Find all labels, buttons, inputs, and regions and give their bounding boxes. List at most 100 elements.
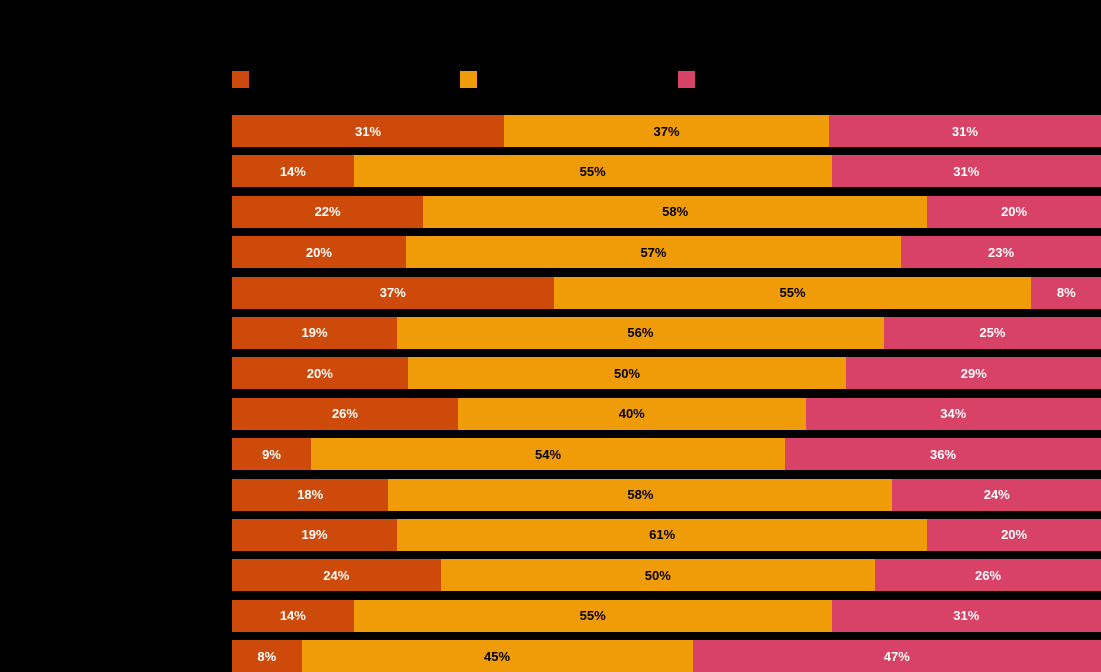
bar-value-label: 31%	[953, 163, 980, 179]
bar-segment-series-1: 20%	[232, 357, 408, 390]
legend	[232, 71, 1101, 88]
bar-segment-series-1: 18%	[232, 478, 389, 511]
bar-value-label: 25%	[979, 325, 1006, 341]
bar-value-label: 20%	[305, 244, 332, 260]
bar-value-label: 31%	[355, 123, 382, 139]
bar-value-label: 20%	[1001, 204, 1028, 220]
bar-segment-series-1: 9%	[232, 438, 311, 471]
bar-segment-series-1: 37%	[232, 276, 554, 309]
bar-segment-series-1: 20%	[232, 236, 406, 269]
bar-value-label: 31%	[951, 123, 978, 139]
bar-value-label: 14%	[279, 608, 306, 624]
legend-swatch-3	[678, 71, 695, 88]
bar-segment-series-2: 61%	[397, 518, 928, 551]
bar-segment-series-2: 55%	[353, 599, 832, 632]
bar-segment-series-1: 19%	[232, 316, 398, 349]
bar-value-label: 36%	[929, 446, 957, 462]
bar-row: 22% 58% 20%	[232, 195, 1101, 228]
bar-segment-series-1: 8%	[232, 640, 302, 672]
bar-segment-series-1: 31%	[232, 115, 505, 147]
bar-value-label: 8%	[1056, 285, 1076, 301]
bar-value-label: 22%	[314, 204, 341, 220]
bar-segment-series-2: 37%	[504, 115, 829, 147]
bar-segment-series-2: 40%	[457, 397, 806, 430]
bar-segment-series-2: 57%	[405, 236, 902, 269]
bar-value-label: 18%	[297, 487, 324, 503]
bar-segment-series-2: 45%	[301, 640, 693, 672]
bar-segment-series-2: 50%	[407, 357, 847, 390]
bar-value-label: 55%	[779, 285, 806, 301]
bar-value-label: 37%	[653, 123, 680, 139]
bar-value-label: 29%	[960, 365, 987, 381]
bar-value-label: 31%	[953, 608, 980, 624]
bar-row: 9% 54% 36%	[232, 438, 1101, 471]
bar-value-label: 19%	[301, 527, 328, 543]
bar-segment-series-1: 19%	[232, 518, 398, 551]
bar-segment-series-3: 24%	[892, 478, 1101, 511]
bar-segment-series-1: 14%	[232, 599, 354, 632]
bar-value-label: 40%	[618, 406, 645, 422]
bar-segment-series-3: 8%	[1031, 276, 1101, 309]
bar-row: 8% 45% 47%	[232, 640, 1101, 672]
bar-segment-series-1: 14%	[232, 155, 354, 188]
bar-rows: 31% 37% 31% 14% 55% 31% 22% 58% 20% 20% 57% 23% 37% 5…	[232, 115, 1101, 672]
bar-row: 20% 57% 23%	[232, 236, 1101, 269]
bar-segment-series-3: 20%	[927, 195, 1101, 228]
bar-segment-series-1: 24%	[232, 559, 441, 592]
bar-row: 24% 50% 26%	[232, 559, 1101, 592]
bar-value-label: 54%	[534, 446, 562, 462]
bar-row: 26% 40% 34%	[232, 397, 1101, 430]
bar-value-label: 47%	[883, 648, 910, 664]
bar-value-label: 9%	[262, 446, 281, 462]
bar-value-label: 57%	[640, 244, 667, 260]
bar-segment-series-3: 31%	[831, 155, 1101, 188]
bar-value-label: 23%	[988, 244, 1015, 260]
bar-value-label: 45%	[484, 648, 511, 664]
bar-segment-series-3: 47%	[692, 640, 1101, 672]
bar-value-label: 8%	[257, 648, 277, 664]
bar-segment-series-2: 50%	[440, 559, 876, 592]
bar-row: 19% 56% 25%	[232, 316, 1101, 349]
bar-value-label: 24%	[983, 487, 1010, 503]
bar-segment-series-3: 25%	[883, 316, 1101, 349]
bar-segment-series-3: 36%	[785, 438, 1101, 471]
bar-segment-series-3: 31%	[828, 115, 1101, 147]
bar-value-label: 37%	[379, 285, 406, 301]
bar-segment-series-3: 20%	[927, 518, 1101, 551]
bar-row: 14% 55% 31%	[232, 155, 1101, 188]
bar-value-label: 24%	[323, 567, 350, 583]
bar-value-label: 50%	[644, 567, 671, 583]
bar-row: 20% 50% 29%	[232, 357, 1101, 390]
bar-segment-series-1: 22%	[232, 195, 424, 228]
bar-segment-series-2: 56%	[397, 316, 884, 349]
bar-value-label: 50%	[613, 365, 641, 381]
bar-value-label: 34%	[940, 406, 967, 422]
bar-segment-series-2: 58%	[388, 478, 893, 511]
bar-value-label: 58%	[662, 204, 689, 220]
bar-segment-series-3: 26%	[875, 559, 1101, 592]
bar-value-label: 56%	[627, 325, 654, 341]
bar-row: 14% 55% 31%	[232, 599, 1101, 632]
bar-value-label: 26%	[331, 406, 358, 422]
bar-segment-series-3: 23%	[901, 236, 1101, 269]
bar-segment-series-3: 29%	[846, 357, 1101, 390]
bar-segment-series-2: 55%	[553, 276, 1032, 309]
bar-value-label: 55%	[579, 608, 606, 624]
bar-value-label: 55%	[579, 163, 606, 179]
bar-segment-series-2: 55%	[353, 155, 832, 188]
bar-row: 18% 58% 24%	[232, 478, 1101, 511]
bar-value-label: 58%	[627, 487, 654, 503]
legend-swatch-1	[232, 71, 249, 88]
legend-swatch-2	[460, 71, 477, 88]
bar-value-label: 61%	[649, 527, 676, 543]
bar-segment-series-2: 58%	[423, 195, 928, 228]
bar-segment-series-3: 34%	[805, 397, 1101, 430]
bar-value-label: 20%	[1001, 527, 1028, 543]
bar-row: 37% 55% 8%	[232, 276, 1101, 309]
bar-value-label: 26%	[975, 567, 1002, 583]
bar-segment-series-3: 31%	[831, 599, 1101, 632]
bar-segment-series-1: 26%	[232, 397, 458, 430]
bar-segment-series-2: 54%	[311, 438, 785, 471]
bar-row: 19% 61% 20%	[232, 518, 1101, 551]
